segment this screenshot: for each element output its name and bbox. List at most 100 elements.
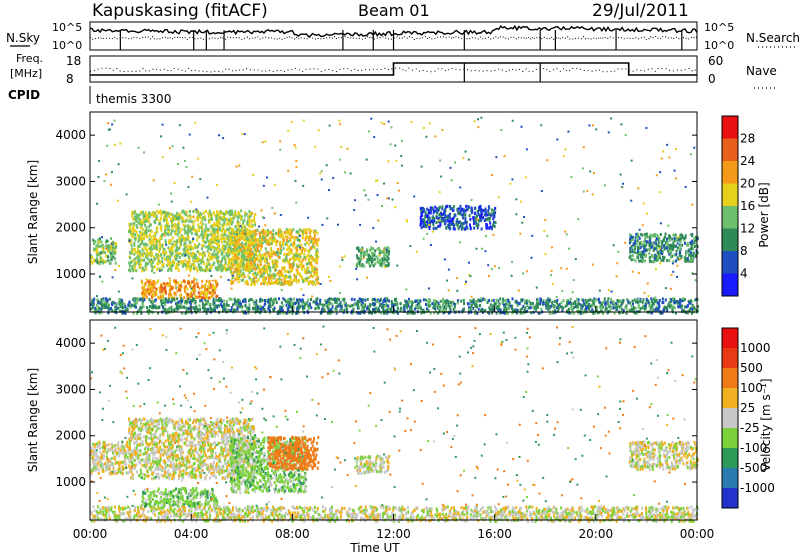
power-cell <box>366 248 369 252</box>
power-cell <box>151 247 154 251</box>
power-cell <box>653 257 656 261</box>
power-cell <box>166 224 169 228</box>
power-cell <box>394 302 397 306</box>
power-cell <box>168 292 171 296</box>
power-cell <box>609 309 612 313</box>
power-cell <box>649 303 652 307</box>
power-cell <box>603 300 606 304</box>
power-cell <box>545 306 548 310</box>
power-cell <box>290 251 293 255</box>
power-cell <box>285 300 288 304</box>
power-cell <box>176 239 179 243</box>
power-cell <box>90 307 93 311</box>
power-cell <box>435 221 438 225</box>
power-cell <box>301 280 304 284</box>
power-cell <box>475 221 478 225</box>
power-cell <box>244 266 247 270</box>
power-cell <box>135 297 138 301</box>
power-cell <box>139 220 142 224</box>
power-cell <box>645 297 648 301</box>
power-cell <box>166 232 169 236</box>
power-cell <box>446 219 449 223</box>
power-cell <box>287 239 290 243</box>
power-cell <box>177 268 180 272</box>
power-cell <box>264 237 267 241</box>
power-cell <box>584 298 587 302</box>
power-cell <box>271 259 274 263</box>
power-cell <box>258 252 261 256</box>
power-cell <box>138 236 141 240</box>
power-cell <box>453 215 456 219</box>
power-cell <box>690 247 693 251</box>
power-cell <box>100 300 103 304</box>
power-cell <box>238 231 241 235</box>
power-cell <box>250 259 253 263</box>
freq-tick-low: 8 <box>66 72 74 86</box>
power-cell <box>252 267 255 271</box>
power-cell <box>387 246 390 250</box>
power-cell <box>594 305 597 309</box>
power-cell <box>211 254 214 258</box>
power-cell <box>678 243 681 247</box>
power-cell <box>387 262 390 266</box>
power-cell <box>450 221 453 225</box>
power-cell <box>246 222 249 226</box>
power-cell <box>227 250 230 254</box>
power-cell <box>277 271 280 275</box>
power-cell <box>217 221 220 225</box>
power-cell <box>433 311 436 315</box>
power-cell <box>134 233 137 237</box>
power-cell <box>143 268 146 272</box>
power-cell <box>486 223 489 227</box>
nsky-trace <box>89 24 698 50</box>
power-cell <box>679 298 682 302</box>
power-cell <box>203 230 206 234</box>
power-cell <box>450 222 453 226</box>
power-cell <box>196 281 199 285</box>
power-cell <box>695 252 698 256</box>
power-cell <box>296 272 299 276</box>
power-cell <box>235 250 238 254</box>
power-cell <box>235 261 238 265</box>
power-cell <box>490 208 493 212</box>
power-cell <box>236 247 239 251</box>
power-cell <box>238 269 241 273</box>
power-cell <box>637 300 640 304</box>
power-cell <box>474 206 477 210</box>
power-cell <box>488 226 491 230</box>
power-cell <box>160 244 163 248</box>
power-cell <box>250 213 253 217</box>
power-cell <box>286 239 289 243</box>
power-cell <box>255 280 258 284</box>
cpid-value: themis 3300 <box>96 92 171 106</box>
power-cell <box>253 276 256 280</box>
power-cell <box>403 304 406 308</box>
power-cell <box>279 251 282 255</box>
power-cell <box>320 309 323 313</box>
power-cell <box>244 247 247 251</box>
power-cell <box>537 311 540 315</box>
power-cell <box>372 297 375 301</box>
power-cell <box>317 237 320 241</box>
power-cell <box>250 219 253 223</box>
power-cell <box>681 243 684 247</box>
power-cell <box>232 271 235 275</box>
power-cell <box>270 299 273 303</box>
power-cell <box>276 260 279 264</box>
power-cell <box>241 228 244 232</box>
power-cell <box>301 229 304 233</box>
power-cell <box>657 305 660 309</box>
power-cell <box>295 268 298 272</box>
power-cell <box>429 211 432 215</box>
power-cell <box>470 307 473 311</box>
power-cell <box>94 239 97 243</box>
power-cell <box>91 301 94 305</box>
power-cell <box>98 240 101 244</box>
power-cell <box>175 265 178 269</box>
power-cell <box>647 301 650 305</box>
power-cell <box>406 306 409 310</box>
power-cell <box>579 307 582 311</box>
power-cell <box>246 261 249 265</box>
power-cell <box>428 226 431 230</box>
